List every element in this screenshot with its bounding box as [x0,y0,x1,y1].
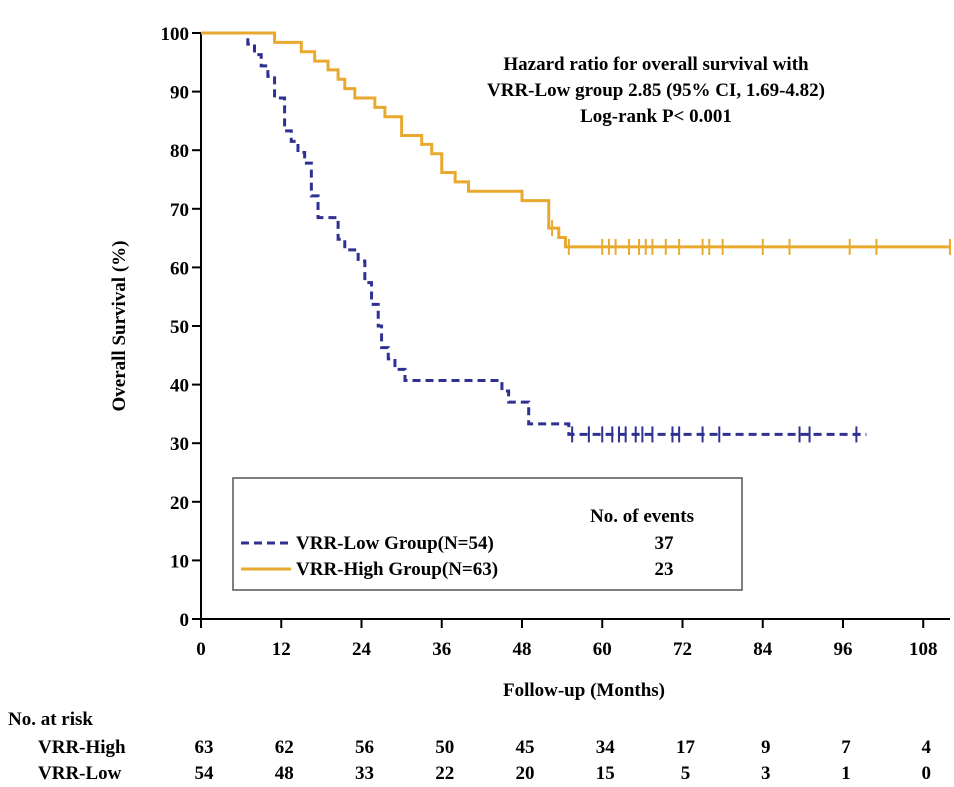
y-tick-label: 40 [170,376,189,397]
y-axis-title: Overall Survival (%) [109,241,130,412]
x-axis-title: Follow-up (Months) [503,680,665,701]
hazard-annotation: Hazard ratio for overall survival with V… [487,54,825,127]
y-tick-label: 100 [161,24,190,45]
risk-value: 22 [435,763,454,784]
risk-row-label-high: VRR-High [38,737,126,758]
x-tick-label: 24 [352,639,372,660]
risk-table: No. at risk VRR-High VRR-Low 63 62 56 50 45 3… [8,709,932,784]
risk-value: 34 [596,737,616,758]
x-tick-label: 84 [753,639,773,660]
legend-header: No. of events [590,506,694,527]
legend-label-low: VRR-Low Group(N=54) [296,533,494,554]
x-ticks: 0 12 24 36 48 60 72 84 96 108 [196,619,938,660]
risk-table-title: No. at risk [8,709,93,730]
x-tick-label: 96 [834,639,853,660]
legend: No. of events VRR-Low Group(N=54) 37 VRR… [232,477,743,591]
risk-value: 62 [275,737,294,758]
risk-value: 20 [516,763,535,784]
y-tick-label: 10 [170,551,189,572]
annotation-line-2: VRR-Low group 2.85 (95% CI, 1.69-4.82) [487,80,825,101]
y-tick-label: 80 [170,141,189,162]
risk-value: 45 [516,737,535,758]
y-tick-label: 60 [170,258,189,279]
y-ticks: 0 10 20 30 40 50 60 70 80 90 100 [161,24,201,631]
legend-events-high: 23 [655,559,674,580]
series-line-vrr-high [201,31,950,249]
x-tick-label: 60 [593,639,612,660]
annotation-line-3: Log-rank P< 0.001 [580,106,732,127]
x-tick-label: 108 [909,639,938,660]
risk-row-label-low: VRR-Low [38,763,122,784]
risk-value: 17 [676,737,696,758]
y-tick-label: 50 [170,317,189,338]
risk-value: 63 [195,737,214,758]
risk-value: 56 [355,737,374,758]
legend-box [232,477,743,591]
y-tick-label: 20 [170,493,189,514]
legend-events-low: 37 [655,533,675,554]
x-tick-label: 72 [673,639,692,660]
risk-value: 48 [275,763,294,784]
x-tick-label: 36 [432,639,451,660]
series-group [201,31,951,443]
risk-value: 3 [761,763,771,784]
risk-value: 9 [761,737,771,758]
legend-label-high: VRR-High Group(N=63) [296,559,498,580]
annotation-line-1: Hazard ratio for overall survival with [503,54,809,75]
risk-value: 0 [922,763,932,784]
y-tick-label: 90 [170,83,189,104]
x-tick-label: 48 [513,639,532,660]
series-line-vrr-low [201,31,867,436]
risk-value: 1 [841,763,851,784]
risk-value: 33 [355,763,374,784]
x-tick-label: 12 [272,639,291,660]
y-tick-label: 30 [170,434,189,455]
risk-value: 50 [435,737,454,758]
y-tick-label: 70 [170,200,189,221]
y-tick-label: 0 [180,610,190,631]
risk-value: 5 [681,763,691,784]
risk-value: 54 [195,763,215,784]
x-tick-label: 0 [196,639,206,660]
risk-value: 7 [841,737,851,758]
risk-value: 15 [596,763,615,784]
risk-value: 4 [922,737,932,758]
